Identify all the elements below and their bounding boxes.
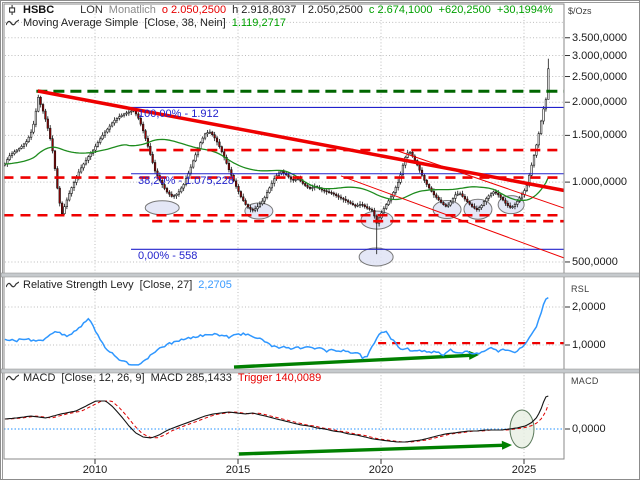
- ma-legend[interactable]: Moving Average Simple [Close, 38, Nein] …: [6, 17, 292, 29]
- ma-name: Moving Average Simple: [23, 17, 139, 29]
- main-header: HSBC LON Monatlich o 2.050,2500 h 2.918,…: [6, 4, 559, 16]
- macd-line: [4, 395, 549, 443]
- ma-value: 1.119,2717: [231, 17, 286, 29]
- close-value: c 2.674,1000: [368, 4, 433, 16]
- macd-axis-tick-label: 0,0000: [572, 423, 606, 435]
- macd-panel-graphics: [4, 395, 564, 456]
- rsl-axis-tick-label: 2,0000: [572, 301, 606, 313]
- trigger-line: [4, 400, 549, 443]
- rsl-params: [Close, 27]: [139, 279, 193, 291]
- trigger-value: Trigger 140,0089: [237, 372, 322, 384]
- fib-100-label[interactable]: 100,00% - 1.912: [138, 108, 219, 120]
- change-abs: +620,2500: [438, 4, 491, 16]
- symbol-label[interactable]: HSBC: [23, 4, 55, 16]
- low-value: l 2.050,2500: [302, 4, 363, 16]
- gridlines: [5, 4, 564, 459]
- change-pct: +30,1994%: [496, 4, 553, 16]
- macd-name: MACD: [23, 372, 56, 384]
- exchange-label: LON: [80, 4, 103, 16]
- macd-value: MACD 285,1433: [150, 372, 232, 384]
- y-axis-label: 2.500,0000: [572, 70, 628, 83]
- y-axis-label: 3.000,0000: [572, 49, 628, 62]
- rsl-line: [4, 296, 549, 366]
- open-value: o 2.050,2500: [161, 4, 227, 16]
- fib-0-label[interactable]: 0,00% - 558: [138, 250, 198, 262]
- fib-38-label[interactable]: 38,20% - 1.075,228: [138, 175, 235, 187]
- macd-legend[interactable]: MACD [Close, 12, 26, 9] MACD 285,1433 Tr…: [6, 372, 327, 384]
- macd-params: [Close, 12, 26, 9]: [61, 372, 145, 384]
- x-axis-label: 2025: [511, 464, 537, 476]
- x-axis-label: 2010: [82, 464, 108, 476]
- macd-axis-label: MACD: [571, 376, 599, 386]
- wave-icon: [6, 374, 19, 381]
- x-axis-label: 2020: [368, 464, 394, 476]
- ma-line: [4, 138, 549, 202]
- ma-params: [Close, 38, Nein]: [144, 17, 226, 29]
- rsl-legend[interactable]: Relative Strength Levy [Close, 27] 2,270…: [6, 279, 238, 291]
- y-axis-label: 500,0000: [572, 255, 618, 268]
- wave-icon: [6, 281, 19, 288]
- y-axis-label: 1.000,0000: [572, 176, 628, 189]
- axis-unit-label: $/Ozs: [568, 6, 592, 16]
- y-axis-label: 1.500,0000: [572, 129, 628, 142]
- wave-icon: [6, 19, 19, 26]
- x-axis-label: 2015: [225, 464, 251, 476]
- rsl-panel-graphics: [4, 296, 564, 369]
- main-panel-graphics: [4, 58, 564, 267]
- candlestick-icon: [9, 5, 16, 15]
- rsl-value: 2,2705: [198, 279, 232, 291]
- rsl-name: Relative Strength Levy: [23, 279, 134, 291]
- high-value: h 2.918,8037: [232, 4, 297, 16]
- rsl-axis-label: RSL: [571, 284, 590, 294]
- rsl-axis-tick-label: 1,0000: [572, 339, 606, 351]
- period-label[interactable]: Monatlich: [108, 4, 156, 16]
- y-axis-label: 3.500,0000: [572, 31, 628, 44]
- y-axis-label: 2.000,0000: [572, 96, 628, 109]
